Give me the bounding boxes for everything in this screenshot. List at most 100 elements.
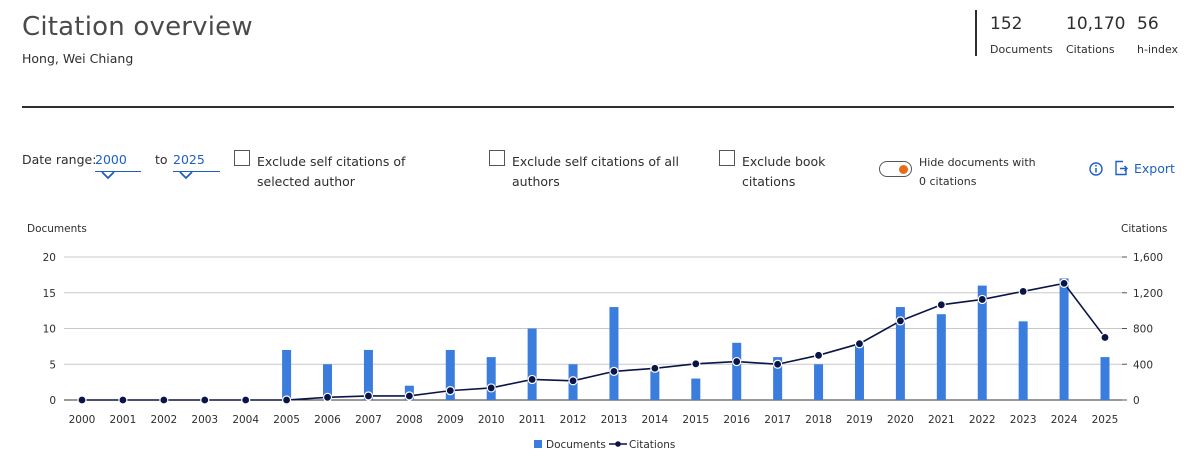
y-tick-label: 5 [49, 359, 56, 371]
citation-point [159, 395, 169, 405]
export-icon [1115, 160, 1128, 176]
from-year-select[interactable]: 2000 [95, 152, 141, 180]
bar [445, 349, 455, 400]
from-year-value: 2000 [95, 152, 127, 167]
citation-point [1059, 278, 1069, 288]
y-axis-title-left: Documents [27, 223, 87, 235]
bar [282, 349, 292, 400]
y2-tick-label: 800 [1133, 324, 1153, 336]
metric-h-index: 56 h-index [1137, 14, 1178, 56]
bar [609, 307, 619, 400]
to-year-value: 2025 [173, 152, 205, 167]
bar [527, 328, 537, 400]
metric-documents-label: Documents [990, 43, 1053, 56]
citation-point [977, 294, 987, 305]
legend-citations-label: Citations [629, 439, 676, 451]
citation-point [1018, 286, 1028, 297]
x-tick-label: 2000 [69, 414, 96, 426]
citation-point [241, 395, 251, 405]
bar [895, 307, 905, 400]
x-tick-label: 2020 [887, 414, 914, 426]
citation-point [773, 359, 783, 369]
x-tick-label: 2021 [928, 414, 955, 426]
bar [1100, 357, 1110, 400]
exclude-self-selected-checkbox[interactable] [234, 150, 250, 166]
info-icon[interactable] [1089, 162, 1103, 176]
y-tick-label: 10 [43, 324, 56, 336]
metrics-divider [975, 10, 977, 56]
y2-tick-label: 0 [1133, 395, 1140, 407]
x-tick-label: 2008 [396, 414, 423, 426]
citation-point [527, 374, 537, 385]
x-tick-label: 2011 [519, 414, 546, 426]
bar [691, 378, 701, 400]
header-divider [22, 106, 1174, 108]
citation-point [936, 300, 946, 310]
y-tick-label: 0 [49, 395, 56, 407]
to-label: to [155, 152, 168, 167]
filter-bar: Date range: 2000 to 2025 Exclude self ci… [0, 148, 1200, 196]
exclude-self-selected-label[interactable]: Exclude self citations of selected autho… [257, 154, 406, 189]
x-tick-label: 2009 [437, 414, 464, 426]
x-tick-label: 2007 [355, 414, 382, 426]
legend-documents-swatch [534, 440, 542, 448]
bar [323, 364, 333, 400]
y2-tick-label: 1,600 [1133, 252, 1163, 264]
citation-point [445, 386, 455, 396]
metric-documents: 152 Documents [990, 14, 1053, 56]
citation-point [282, 395, 292, 405]
exclude-book-checkbox[interactable] [719, 150, 735, 166]
x-tick-label: 2012 [560, 414, 587, 426]
citation-point [77, 395, 87, 405]
citation-point [854, 339, 865, 349]
citations-line [82, 282, 1106, 401]
hide-zero-label: Hide documents with 0 citations [919, 156, 1036, 188]
x-tick-label: 2010 [478, 414, 505, 426]
metric-h-index-value: 56 [1137, 14, 1159, 34]
exclude-book-label[interactable]: Exclude book citations [742, 154, 826, 189]
citation-point [609, 366, 619, 376]
bar [650, 371, 660, 400]
y2-tick-label: 400 [1133, 359, 1153, 371]
author-name: Hong, Wei Chiang [22, 51, 134, 66]
x-tick-label: 2002 [150, 414, 177, 426]
metric-citations-value: 10,170 [1066, 14, 1126, 34]
chevron-down-icon [101, 171, 115, 180]
citation-point [813, 350, 824, 360]
x-tick-label: 2005 [273, 414, 300, 426]
citation-point [363, 391, 374, 401]
chevron-down-icon [179, 171, 193, 180]
citation-point [118, 395, 128, 405]
bar [732, 342, 742, 400]
x-tick-label: 2004 [232, 414, 259, 426]
citation-point [322, 392, 333, 402]
x-tick-label: 2016 [723, 414, 750, 426]
metric-documents-value: 152 [990, 14, 1023, 34]
toggle-knob [899, 164, 908, 174]
x-tick-label: 2003 [191, 414, 218, 426]
bar [977, 285, 987, 400]
bar [363, 349, 373, 400]
bar [814, 364, 824, 400]
citation-point [1100, 332, 1110, 343]
x-tick-label: 2019 [846, 414, 873, 426]
citation-point [895, 316, 906, 326]
metric-citations: 10,170 Citations [1066, 14, 1125, 56]
exclude-self-all-label[interactable]: Exclude self citations of all authors [512, 154, 679, 189]
export-button[interactable]: Export [1114, 160, 1175, 176]
bar [854, 342, 864, 400]
citation-point [732, 356, 742, 367]
exclude-self-all-checkbox[interactable] [489, 150, 505, 166]
x-tick-label: 2018 [805, 414, 832, 426]
bar [1059, 278, 1069, 400]
x-tick-label: 2024 [1051, 414, 1078, 426]
hide-zero-toggle[interactable] [879, 161, 912, 177]
to-year-select[interactable]: 2025 [173, 152, 220, 180]
citation-point [568, 376, 578, 386]
citation-point [404, 391, 414, 401]
x-tick-label: 2022 [969, 414, 996, 426]
x-tick-label: 2006 [314, 414, 341, 426]
y2-tick-label: 1,200 [1133, 288, 1163, 300]
page-title: Citation overview [22, 12, 253, 42]
y-tick-label: 20 [43, 252, 56, 264]
